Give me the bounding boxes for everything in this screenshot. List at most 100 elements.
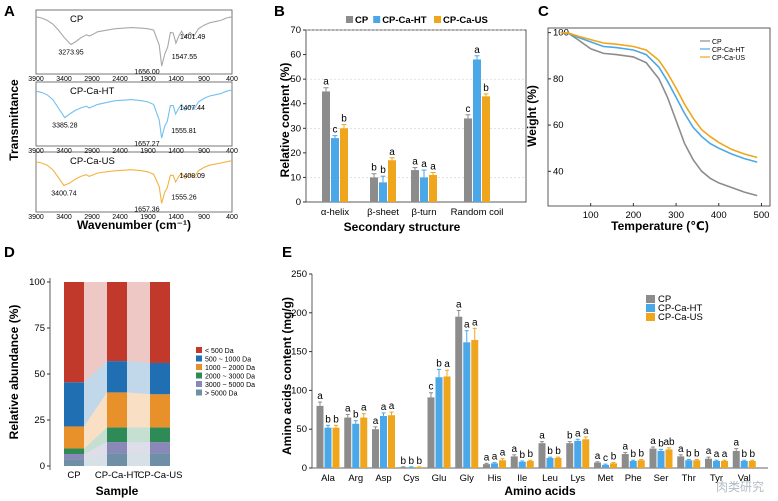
panel-e-x-tick-label: Ile (517, 473, 527, 484)
panel-e-significance-letter: b (416, 456, 422, 467)
panel-e-significance-letter: a (583, 426, 589, 437)
panel-d-stacked-segment (150, 362, 170, 395)
panel-e-y-tick-label: 100 (291, 385, 307, 396)
panel-e-y-tick-label: 0 (302, 463, 307, 474)
ftir-x-tick-label: 2900 (84, 214, 100, 221)
panel-d-stacked-segment (150, 394, 170, 428)
panel-b-bar (322, 91, 330, 202)
panel-e-significance-letter: c (429, 382, 434, 393)
panel-d-legend-label: 500 ~ 1000 Da (205, 357, 251, 364)
ftir-frame (35, 81, 233, 147)
panel-e-significance-letter: a (464, 320, 470, 331)
ftir-x-tick-label: 3900 (28, 214, 44, 221)
panel-b-significance-letter: a (430, 162, 436, 173)
ftir-x-tick-label: 400 (226, 148, 238, 155)
panel-d-legend-label: 2000 ~ 3000 Da (205, 374, 255, 381)
ftir-peak-label: 1657.36 (134, 206, 159, 213)
panel-e-bar (483, 464, 490, 468)
panel-a-xlabel: Wavenumber (cm⁻¹) (77, 218, 191, 232)
ftir-series-line (35, 89, 233, 139)
ftir-peak-label: 1555.26 (171, 195, 196, 202)
panel-d-flow-band (127, 392, 150, 428)
panel-b-significance-letter: a (323, 77, 329, 88)
panel-e-significance-letter: a (389, 401, 395, 412)
panel-d-x-tick-label: CP-Ca-US (138, 470, 183, 481)
panel-c-series-line (560, 31, 758, 163)
panel-b-bar (473, 59, 481, 202)
panel-e-bar (740, 461, 748, 468)
panel-b-bar (464, 118, 472, 202)
panel-c-x-tick-label: 100 (583, 210, 599, 221)
panel-letter-c: C (538, 3, 549, 20)
panel-e-significance-letter: a (575, 428, 581, 439)
panel-e-bar (748, 461, 756, 468)
ftir-peak-label: 1656.00 (134, 69, 159, 76)
panel-e-bar (360, 417, 368, 468)
ftir-peak-label: 3400.74 (51, 190, 76, 197)
ftir-sample-label: CP-Ca-HT (70, 86, 115, 97)
panel-c-series-line (560, 31, 758, 159)
panel-d-stacked-segment (150, 442, 170, 454)
panel-e-x-tick-label: Gly (460, 473, 475, 484)
panel-e-x-tick-label: Cys (403, 473, 420, 484)
panel-e-legend-swatch (646, 295, 655, 303)
ftir-x-tick-label: 3400 (56, 148, 72, 155)
panel-b-y-tick-label: 0 (296, 197, 301, 208)
panel-b-significance-letter: b (380, 165, 386, 176)
panel-b-bar (482, 96, 490, 202)
panel-e-legend-label: CP-Ca-US (658, 312, 703, 323)
panel-letter-e: E (282, 244, 292, 261)
panel-e-bar (685, 460, 693, 468)
ftir-peak-label: 1401.49 (180, 34, 205, 41)
panel-d-legend-swatch (196, 389, 202, 396)
panel-b-bar (388, 160, 396, 202)
ftir-x-tick-label: 900 (198, 148, 210, 155)
panel-e-significance-letter: b (333, 414, 339, 425)
panel-e-x-tick-label: Ser (654, 473, 669, 484)
ftir-x-tick-label: 1900 (140, 76, 156, 83)
panel-e-legend-swatch (646, 313, 655, 321)
panel-e-significance-letter: a (706, 446, 712, 457)
panel-e-bar (316, 405, 324, 468)
panel-d-legend-label: 1000 ~ 2000 Da (205, 365, 255, 372)
panel-e-bar (518, 461, 526, 468)
panel-letter-a: A (4, 3, 15, 20)
watermark: 肉类研究 (715, 480, 764, 494)
panel-e-bar (649, 448, 657, 468)
panel-e-bar (621, 454, 629, 468)
ftir-x-tick-label: 3400 (56, 214, 72, 221)
panel-b-significance-letter: c (333, 125, 338, 136)
panel-d-flow-band (84, 392, 107, 449)
ftir-peak-label: 1408.09 (180, 173, 205, 180)
panel-e-x-tick-label: Glu (432, 473, 447, 484)
panel-e-bar (491, 463, 498, 468)
panel-b-bar (420, 177, 428, 202)
ftir-sample-label: CP (70, 14, 83, 25)
panel-e-significance-letter: a (622, 441, 628, 452)
panel-e-significance-letter: a (650, 436, 656, 447)
panel-e-x-tick-label: Leu (542, 473, 558, 484)
panel-c-xlabel: Temperature (℃) (611, 219, 709, 233)
panel-e-significance-letter: a (456, 299, 462, 310)
panel-e-x-tick-label: Asp (375, 473, 391, 484)
panel-d-x-tick-label: CP (67, 470, 80, 481)
panel-d-stacked-segment (150, 453, 170, 466)
panel-b-x-tick-label: β-turn (412, 207, 437, 218)
panel-e-significance-letter: b (630, 449, 636, 460)
panel-b-legend-swatch (346, 16, 353, 23)
panel-e-bar (574, 440, 582, 468)
panel-e-significance-letter: c (603, 453, 608, 464)
panel-e-x-tick-label: Tyr (710, 473, 723, 484)
ftir-x-tick-label: 400 (226, 214, 238, 221)
panel-d-legend-swatch (196, 347, 202, 353)
ftir-x-tick-label: 900 (198, 76, 210, 83)
panel-d-y-tick-label: 25 (34, 415, 45, 426)
panel-d-flow-band (127, 427, 150, 443)
ftir-peak-label: 3385.28 (52, 123, 77, 130)
panel-b-legend-label: CP-Ca-US (443, 15, 488, 26)
panel-e-bar (554, 457, 562, 468)
panel-d-ylabel: Relative abundance (%) (7, 305, 21, 440)
ftir-x-tick-label: 1400 (168, 76, 184, 83)
panel-e-significance-letter: b (567, 431, 573, 442)
panel-e-x-tick-label: Val (738, 473, 751, 484)
